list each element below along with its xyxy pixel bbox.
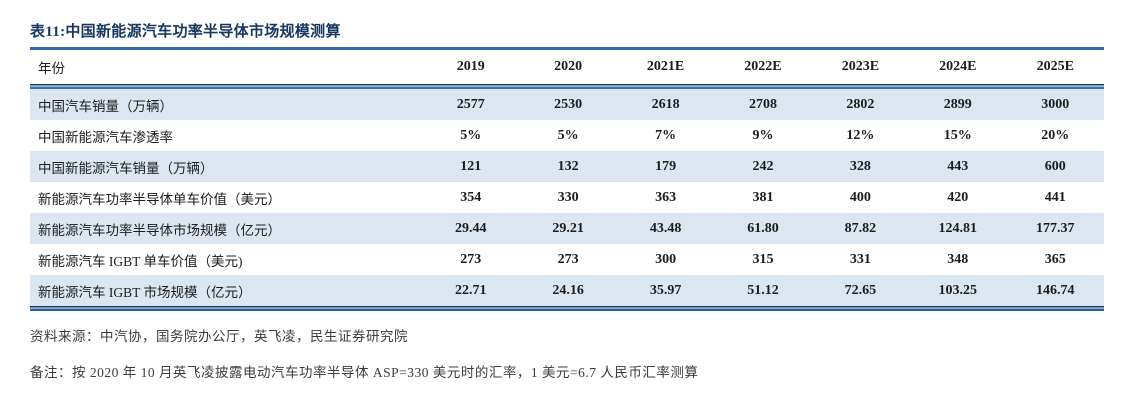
value-cell: 121	[422, 151, 520, 182]
table-row-igbt-value-per-car: 新能源汽车 IGBT 单车价值（美元) 273 273 300 315 331 …	[30, 244, 1104, 275]
row-label-cell: 新能源汽车功率半导体单车价值（美元）	[38, 191, 281, 207]
table-row-nev-sales: 中国新能源汽车销量（万辆） 121 132 179 242 328 443 60…	[30, 151, 1104, 182]
row-label-cell: 中国汽车销量（万辆）	[30, 89, 423, 120]
value-cell: 7%	[655, 127, 677, 143]
market-size-table: 年份 2019 2020 2021E 2022E 2023E 2024E 202…	[30, 50, 1104, 311]
value-cell: 2618	[616, 89, 715, 120]
value-cell: 400	[849, 189, 871, 205]
value-cell: 273	[460, 251, 482, 267]
value-cell: 441	[1044, 189, 1066, 205]
value-cell: 330	[557, 189, 579, 205]
value-cell: 328	[811, 151, 910, 182]
value-cell: 9%	[752, 127, 774, 143]
value-cell: 331	[849, 251, 871, 267]
value-cell: 20%	[1041, 127, 1070, 143]
value-cell: 2530	[519, 89, 617, 120]
value-cell: 381	[752, 189, 774, 205]
value-cell: 5%	[460, 127, 482, 143]
value-cell: 132	[519, 151, 617, 182]
title-divider	[30, 47, 1104, 50]
table-bottom-divider	[30, 306, 1104, 311]
header-cell-2023e: 2023E	[841, 59, 880, 74]
row-label-cell: 新能源汽车 IGBT 市场规模（亿元）	[30, 275, 423, 306]
value-cell: 348	[947, 251, 969, 267]
value-cell: 124.81	[909, 213, 1007, 244]
value-cell: 365	[1044, 251, 1066, 267]
value-cell: 420	[947, 189, 969, 205]
remark-note: 备注：按 2020 年 10 月英飞凌披露电动汽车功率半导体 ASP=330 美…	[30, 365, 699, 380]
table-row-auto-sales: 中国汽车销量（万辆） 2577 2530 2618 2708 2802 2899…	[30, 89, 1104, 120]
value-cell: 273	[557, 251, 579, 267]
table-title: 表11:中国新能源汽车功率半导体市场规模测算	[30, 24, 341, 40]
value-cell: 600	[1006, 151, 1104, 182]
value-cell: 24.16	[519, 275, 617, 306]
value-cell: 3000	[1006, 89, 1104, 120]
value-cell: 15%	[943, 127, 972, 143]
row-label-cell: 中国新能源汽车渗透率	[38, 129, 173, 145]
value-cell: 5%	[557, 127, 579, 143]
header-cell-2019: 2019	[456, 59, 485, 74]
table-header-row: 年份 2019 2020 2021E 2022E 2023E 2024E 202…	[30, 50, 1104, 84]
value-cell: 29.21	[519, 213, 617, 244]
table-row-nev-penetration: 中国新能源汽车渗透率 5% 5% 7% 9% 12% 15% 20%	[30, 120, 1104, 151]
value-cell: 22.71	[422, 275, 520, 306]
table-row-power-semi-value-per-car: 新能源汽车功率半导体单车价值（美元） 354 330 363 381 400 4…	[30, 182, 1104, 213]
value-cell: 103.25	[909, 275, 1007, 306]
value-cell: 2708	[714, 89, 812, 120]
header-divider	[30, 84, 1104, 89]
value-cell: 12%	[846, 127, 875, 143]
value-cell: 354	[460, 189, 482, 205]
row-label-cell: 新能源汽车 IGBT 单车价值（美元)	[38, 253, 243, 269]
table-row-power-semi-market-size: 新能源汽车功率半导体市场规模（亿元） 29.44 29.21 43.48 61.…	[30, 213, 1104, 244]
value-cell: 2577	[422, 89, 520, 120]
value-cell: 51.12	[714, 275, 812, 306]
value-cell: 179	[616, 151, 715, 182]
table-row-igbt-market-size: 新能源汽车 IGBT 市场规模（亿元） 22.71 24.16 35.97 51…	[30, 275, 1104, 306]
value-cell: 242	[714, 151, 812, 182]
value-cell: 177.37	[1006, 213, 1104, 244]
value-cell: 72.65	[811, 275, 910, 306]
value-cell: 35.97	[616, 275, 715, 306]
header-cell-year-label: 年份	[38, 61, 65, 76]
value-cell: 146.74	[1006, 275, 1104, 306]
header-cell-2024e: 2024E	[939, 59, 977, 74]
value-cell: 61.80	[714, 213, 812, 244]
value-cell: 2802	[811, 89, 910, 120]
value-cell: 363	[655, 189, 677, 205]
value-cell: 43.48	[616, 213, 715, 244]
header-cell-2022e: 2022E	[744, 59, 782, 74]
header-cell-2021e: 2021E	[646, 59, 685, 74]
value-cell: 29.44	[422, 213, 520, 244]
value-cell: 87.82	[811, 213, 910, 244]
row-label-cell: 中国新能源汽车销量（万辆）	[30, 151, 423, 182]
row-label-cell: 新能源汽车功率半导体市场规模（亿元）	[30, 213, 423, 244]
value-cell: 300	[655, 251, 677, 267]
source-note: 资料来源：中汽协，国务院办公厅，英飞凌，民生证券研究院	[30, 329, 408, 344]
value-cell: 443	[909, 151, 1007, 182]
header-cell-2020: 2020	[554, 59, 583, 74]
value-cell: 315	[752, 251, 774, 267]
header-cell-2025e: 2025E	[1036, 59, 1074, 74]
value-cell: 2899	[909, 89, 1007, 120]
